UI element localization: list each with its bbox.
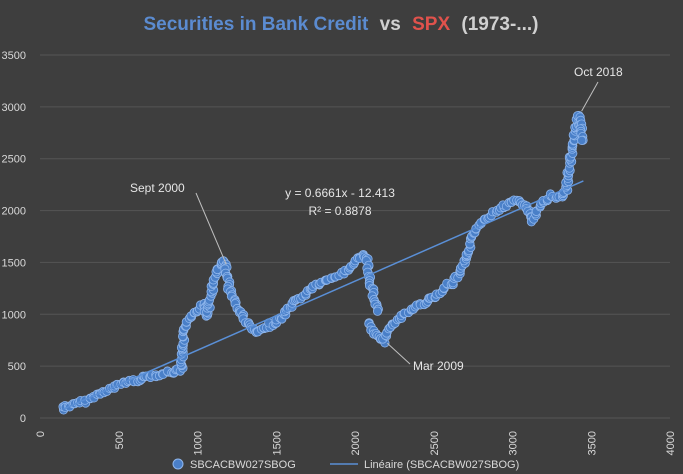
x-tick-label-1000: 1000 bbox=[193, 431, 205, 455]
y-tick-label-1000: 1000 bbox=[2, 309, 26, 321]
data-point bbox=[372, 306, 383, 316]
x-tick-label-1500: 1500 bbox=[271, 431, 283, 455]
trendline bbox=[63, 180, 584, 410]
y-tick-label-500: 500 bbox=[8, 361, 26, 373]
annotation-sept-2000-leader bbox=[195, 192, 227, 265]
annotation-oct-2018: Oct 2018 bbox=[574, 65, 623, 79]
x-tick-label-3000: 3000 bbox=[508, 431, 520, 455]
data-series-SBCACBW027SBOG bbox=[58, 110, 588, 415]
x-tick-label-0: 0 bbox=[35, 431, 47, 437]
legend-label-trendline: Linéaire (SBCACBW027SBOG) bbox=[364, 459, 519, 471]
chart-title-part3: SPX bbox=[412, 14, 450, 35]
x-tick-label-2500: 2500 bbox=[429, 431, 441, 455]
r-squared-label: R² = 0.8878 bbox=[308, 204, 371, 218]
chart-title-part2: vs bbox=[380, 14, 401, 35]
y-tick-label-0: 0 bbox=[20, 413, 26, 425]
chart-title: Securities in Bank Credit vs SPX (1973-.… bbox=[143, 14, 538, 35]
annotation-sept-2000: Sept 2000 bbox=[130, 181, 185, 195]
y-tick-label-3500: 3500 bbox=[2, 50, 26, 62]
x-tick-label-4000: 4000 bbox=[665, 431, 677, 455]
y-tick-label-2000: 2000 bbox=[2, 206, 26, 218]
data-point bbox=[577, 135, 587, 146]
trendline-line bbox=[63, 180, 584, 410]
x-tick-label-500: 500 bbox=[114, 431, 126, 449]
annotation-mar-2009-leader bbox=[387, 342, 411, 365]
gridlines bbox=[40, 54, 670, 419]
legend: SBCACBW027SBOG Linéaire (SBCACBW027SBOG) bbox=[172, 458, 519, 471]
equation-label: y = 0.6661x - 12.413 bbox=[285, 186, 395, 200]
x-axis: 0 500 1000 1500 2000 2500 3000 3500 4000 bbox=[35, 431, 677, 455]
x-tick-label-3500: 3500 bbox=[586, 431, 598, 455]
y-tick-label-2500: 2500 bbox=[2, 154, 26, 166]
y-tick-label-1500: 1500 bbox=[2, 257, 26, 269]
chart-title-part1: Securities in Bank Credit bbox=[143, 14, 369, 35]
legend-marker-series bbox=[172, 458, 184, 470]
chart-title-part4: (1973-...) bbox=[461, 14, 538, 35]
annotation-oct-2018-leader bbox=[581, 81, 599, 112]
x-tick-label-2000: 2000 bbox=[350, 431, 362, 455]
annotation-mar-2009: Mar 2009 bbox=[413, 359, 464, 373]
legend-label-series: SBCACBW027SBOG bbox=[190, 459, 296, 471]
annotations: y = 0.6661x - 12.413 R² = 0.8878 Sept 20… bbox=[130, 65, 623, 373]
y-axis: 0 500 1000 1500 2000 2500 3000 3500 bbox=[2, 50, 26, 425]
y-tick-label-3000: 3000 bbox=[2, 102, 26, 114]
